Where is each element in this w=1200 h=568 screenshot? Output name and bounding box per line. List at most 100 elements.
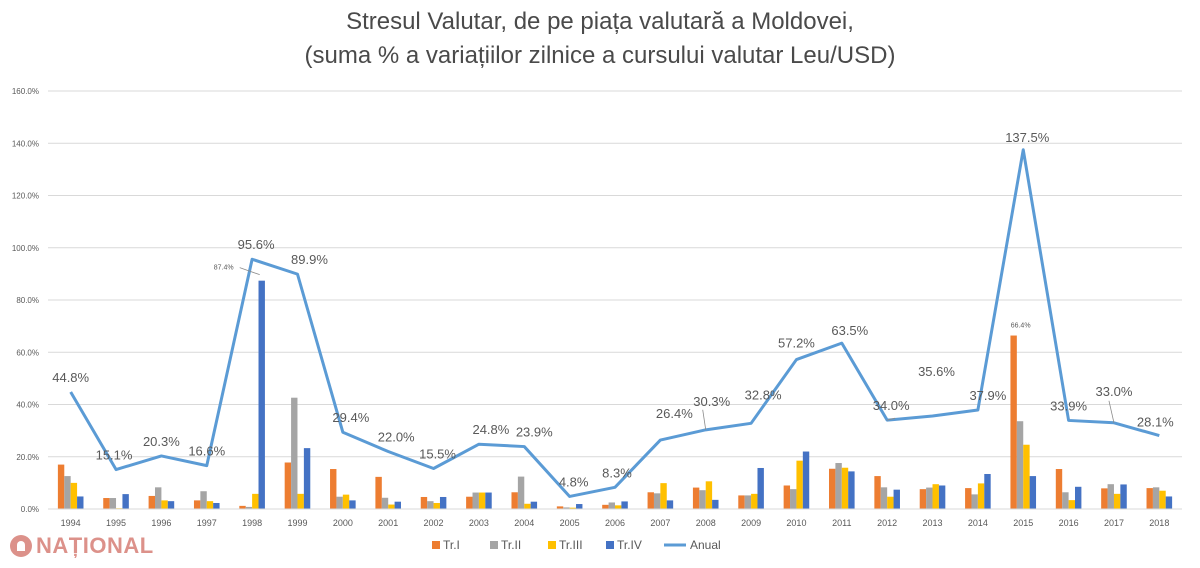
bar-triv-2007	[666, 500, 674, 509]
bar-triii-2011	[841, 467, 849, 509]
chart-subtitle: (suma % a variațiilor zilnice a cursului…	[304, 42, 896, 69]
x-tick-label: 2000	[333, 518, 353, 528]
bar-tri-2012	[874, 476, 881, 509]
x-tick-label: 2013	[923, 518, 943, 528]
line-data-label: 28.1%	[1137, 415, 1174, 430]
bar-trii-2017	[1107, 484, 1114, 509]
bar-trii-2008	[699, 490, 706, 509]
bar-trii-2013	[926, 487, 933, 509]
line-data-label: 44.8%	[52, 370, 89, 385]
bar-triii-2005	[569, 507, 577, 509]
bar-tri-1995	[103, 498, 110, 509]
bar-triv-2004	[530, 501, 538, 509]
bar-trii-2009	[744, 495, 752, 509]
bar-trii-2012	[880, 487, 888, 509]
bar-trii-2000	[336, 496, 343, 509]
bar-triv-2016	[1075, 486, 1082, 509]
bar-triv-2010	[802, 451, 810, 509]
x-tick-label: 2006	[605, 518, 625, 528]
bar-tri-2014	[965, 488, 972, 509]
bar-trii-1998	[245, 506, 253, 509]
bar-trii-2002	[427, 501, 434, 509]
annotation-leader-line	[239, 267, 260, 276]
line-data-label: 8.3%	[602, 465, 632, 480]
line-data-label: 26.4%	[656, 406, 693, 421]
bar-triii-1994	[70, 482, 78, 509]
line-data-label: 57.2%	[778, 336, 815, 351]
bar-triv-2015	[1029, 476, 1037, 509]
y-tick-label: 100.0%	[12, 244, 39, 253]
bar-tri-1996	[148, 495, 155, 509]
bar-tri-2015	[1010, 335, 1017, 509]
bar-triii-2012	[887, 496, 894, 509]
y-tick-label: 0.0%	[21, 505, 39, 514]
legend-swatch-triv	[606, 541, 614, 549]
bar-triv-2008	[712, 499, 719, 509]
line-data-label: 89.9%	[291, 252, 328, 267]
legend-swatch-triii	[548, 541, 556, 549]
watermark: NAȚIONAL	[10, 533, 154, 559]
x-tick-label: 2017	[1104, 518, 1124, 528]
bar-triv-1994	[77, 496, 84, 509]
legend-label: Anual	[690, 538, 721, 552]
bar-trii-2004	[517, 476, 525, 509]
line-data-label: 33.9%	[1050, 398, 1087, 413]
line-data-label: 22.0%	[378, 430, 415, 445]
line-data-label: 4.8%	[559, 474, 589, 489]
x-tick-label: 2008	[696, 518, 716, 528]
bar-triii-2002	[433, 502, 440, 509]
line-data-label: 35.6%	[918, 364, 955, 379]
bar-tri-2004	[511, 492, 518, 509]
bar-triii-2009	[751, 493, 758, 509]
line-data-label: 29.4%	[332, 410, 369, 425]
bar-triv-2002	[439, 496, 447, 509]
line-data-label: 34.0%	[873, 398, 910, 413]
bar-triv-2003	[485, 492, 492, 509]
bar-triii-2014	[977, 483, 985, 509]
bar-triii-1999	[297, 493, 304, 509]
chart-title: Stresul Valutar, de pe piața valutară a …	[346, 8, 854, 35]
bar-triv-2014	[984, 473, 991, 509]
bar-tri-2010	[783, 485, 791, 509]
bar-trii-1996	[155, 487, 162, 509]
bar-triii-2000	[342, 494, 350, 509]
bar-triii-2006	[615, 505, 622, 509]
bar-triv-2018	[1165, 496, 1173, 509]
bar-triii-2015	[1023, 444, 1030, 509]
line-data-label: 33.0%	[1096, 384, 1133, 399]
bar-trii-2003	[472, 492, 479, 509]
bar-tri-2003	[466, 496, 473, 509]
line-data-label: 15.5%	[419, 447, 456, 462]
series-line-anual	[69, 148, 1160, 498]
x-tick-label: 2001	[378, 518, 398, 528]
bar-triv-2006	[621, 501, 628, 509]
bar-triv-1996	[167, 501, 175, 509]
legend-swatch-tri	[432, 541, 440, 549]
bar-triii-2016	[1068, 500, 1075, 509]
x-tick-label: 2012	[877, 518, 897, 528]
bar-triii-2007	[660, 483, 667, 509]
line-data-label: 30.3%	[693, 394, 730, 409]
bar-tri-1994	[57, 464, 65, 509]
y-tick-label: 60.0%	[16, 348, 39, 357]
bar-trii-2015	[1016, 421, 1024, 509]
x-tick-label: 2018	[1149, 518, 1169, 528]
bar-triii-1998	[252, 493, 259, 509]
bar-triv-1995	[122, 494, 129, 509]
bar-tri-2006	[602, 504, 609, 509]
bar-triii-2018	[1159, 490, 1166, 509]
bar-annotation-label: 66.4%	[1011, 323, 1031, 330]
watermark-text: NAȚIONAL	[36, 533, 154, 558]
bar-triii-2013	[932, 484, 939, 509]
bar-trii-2016	[1062, 492, 1069, 509]
bar-tri-1998	[239, 505, 246, 509]
bar-tri-2017	[1101, 488, 1108, 509]
bar-triv-2012	[893, 489, 900, 509]
line-data-label: 32.8%	[745, 387, 782, 402]
bar-trii-2001	[381, 497, 389, 509]
line-data-label: 23.9%	[516, 425, 553, 440]
bar-tri-2011	[829, 468, 836, 509]
x-tick-label: 2002	[424, 518, 444, 528]
bar-triii-2008	[705, 481, 713, 509]
watermark-logo-icon	[10, 535, 32, 557]
